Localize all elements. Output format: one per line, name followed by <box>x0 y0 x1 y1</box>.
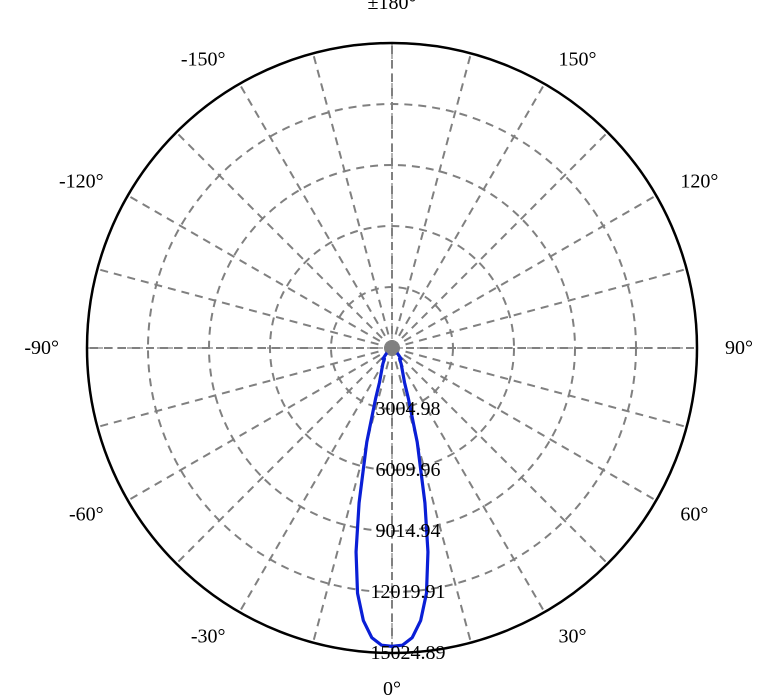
angle-label: 0° <box>383 678 401 697</box>
radial-label: 6009.96 <box>376 459 441 481</box>
radial-label: 12019.91 <box>371 581 446 603</box>
polar-chart: 0° 30° 60° 90° 120° 150° ±180° -150° -120° -90° -6… <box>0 0 784 697</box>
angle-label: -30° <box>191 625 226 647</box>
angle-label: 120° <box>680 171 718 193</box>
angle-label: 90° <box>725 337 753 359</box>
angle-label: -90° <box>24 337 59 359</box>
angle-label: 150° <box>559 49 597 71</box>
radial-label: 15024.89 <box>371 642 446 664</box>
angle-label: ±180° <box>368 0 417 14</box>
angle-label: -150° <box>181 49 226 71</box>
angle-label: 60° <box>680 504 708 526</box>
angle-label: -60° <box>69 504 104 526</box>
radial-label: 9014.94 <box>376 520 441 542</box>
radial-label: 3004.98 <box>376 398 441 420</box>
polar-svg: 0° 30° 60° 90° 120° 150° ±180° -150° -120° -90° -6… <box>0 0 784 697</box>
angle-label: 30° <box>559 625 587 647</box>
angle-label: -120° <box>59 171 104 193</box>
